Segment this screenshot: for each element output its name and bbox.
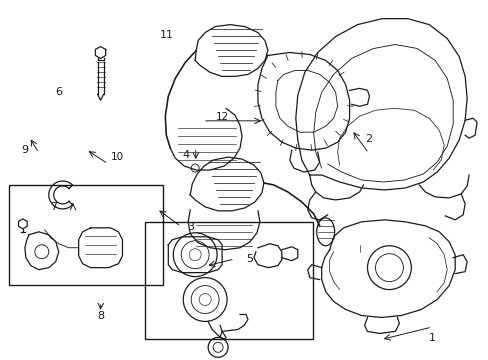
- Text: 9: 9: [20, 144, 28, 154]
- Text: 1: 1: [427, 333, 435, 343]
- Text: 7: 7: [50, 202, 57, 212]
- Text: 6: 6: [55, 87, 62, 97]
- Text: 8: 8: [97, 311, 104, 321]
- Text: 5: 5: [245, 254, 252, 264]
- Text: 11: 11: [159, 30, 173, 40]
- Text: 4: 4: [182, 150, 189, 160]
- Text: 12: 12: [216, 112, 229, 122]
- Text: 10: 10: [111, 152, 124, 162]
- Text: 3: 3: [187, 222, 194, 231]
- Text: 2: 2: [365, 134, 371, 144]
